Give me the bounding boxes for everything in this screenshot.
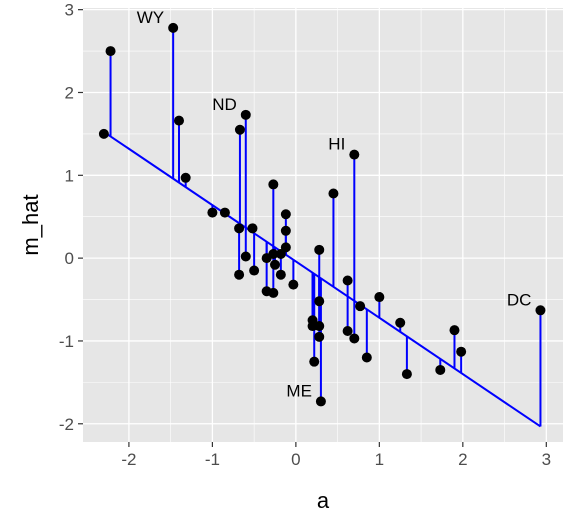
x-tick-label: 3 bbox=[542, 450, 551, 469]
x-axis-title: a bbox=[317, 488, 330, 513]
data-point bbox=[105, 46, 116, 57]
data-point bbox=[349, 333, 360, 344]
data-point bbox=[268, 248, 279, 259]
data-point bbox=[342, 326, 353, 337]
data-point bbox=[314, 244, 325, 255]
data-point bbox=[401, 369, 412, 380]
data-point bbox=[234, 124, 245, 135]
data-point bbox=[234, 223, 245, 234]
data-point bbox=[361, 352, 372, 363]
point-labels: WY ND ME HI DC bbox=[137, 8, 532, 401]
data-point bbox=[314, 296, 325, 307]
data-point bbox=[314, 321, 325, 332]
data-point bbox=[349, 149, 360, 160]
y-tick-label: -1 bbox=[59, 332, 74, 351]
point-label: HI bbox=[328, 135, 345, 154]
data-point bbox=[280, 209, 291, 220]
data-point bbox=[374, 292, 385, 303]
x-tick-label: 1 bbox=[375, 450, 384, 469]
data-point bbox=[395, 317, 406, 328]
data-point bbox=[315, 396, 326, 407]
minor-gridlines bbox=[83, 8, 563, 442]
data-point bbox=[328, 188, 339, 199]
x-tick-label: -1 bbox=[205, 450, 220, 469]
data-point bbox=[280, 242, 291, 253]
y-tick-label: 3 bbox=[65, 1, 74, 20]
data-point bbox=[268, 287, 279, 298]
data-point bbox=[449, 325, 460, 336]
data-point bbox=[309, 356, 320, 367]
data-point bbox=[219, 207, 230, 218]
data-point bbox=[456, 346, 467, 357]
y-tick-label: 1 bbox=[65, 166, 74, 185]
data-point bbox=[240, 109, 251, 120]
point-label: ME bbox=[286, 381, 312, 400]
y-tick-label: 2 bbox=[65, 83, 74, 102]
point-label: DC bbox=[507, 290, 532, 309]
point-label: ND bbox=[212, 95, 237, 114]
data-point bbox=[280, 225, 291, 236]
data-point bbox=[355, 301, 366, 312]
data-point bbox=[535, 305, 546, 316]
x-tick-label: 0 bbox=[291, 450, 300, 469]
data-point bbox=[249, 265, 260, 276]
data-point bbox=[180, 172, 191, 183]
data-point bbox=[207, 207, 218, 218]
data-point bbox=[288, 279, 299, 290]
y-tick-label: 0 bbox=[65, 249, 74, 268]
regression-line bbox=[103, 131, 542, 428]
data-point bbox=[168, 22, 179, 33]
major-gridlines bbox=[83, 8, 563, 442]
plot-panel bbox=[83, 8, 563, 442]
data-point bbox=[240, 251, 251, 262]
y-axis: -2 -1 0 1 2 3 bbox=[59, 1, 83, 434]
x-tick-label: 2 bbox=[458, 450, 467, 469]
data-point bbox=[270, 259, 280, 270]
y-axis-title: m_hat bbox=[18, 194, 43, 255]
data-point bbox=[435, 364, 446, 375]
x-axis: -2 -1 0 1 2 3 bbox=[121, 442, 551, 469]
data-point bbox=[342, 275, 353, 286]
data-points bbox=[98, 22, 546, 407]
fit-line-group bbox=[103, 131, 542, 428]
data-point bbox=[174, 115, 184, 126]
data-point bbox=[268, 179, 279, 190]
data-point bbox=[275, 269, 286, 280]
data-point bbox=[98, 128, 109, 139]
point-label: WY bbox=[137, 8, 164, 27]
data-point bbox=[234, 269, 245, 280]
data-point bbox=[247, 223, 258, 234]
x-tick-label: -2 bbox=[121, 450, 136, 469]
y-tick-label: -2 bbox=[59, 415, 74, 434]
data-point bbox=[314, 331, 325, 342]
